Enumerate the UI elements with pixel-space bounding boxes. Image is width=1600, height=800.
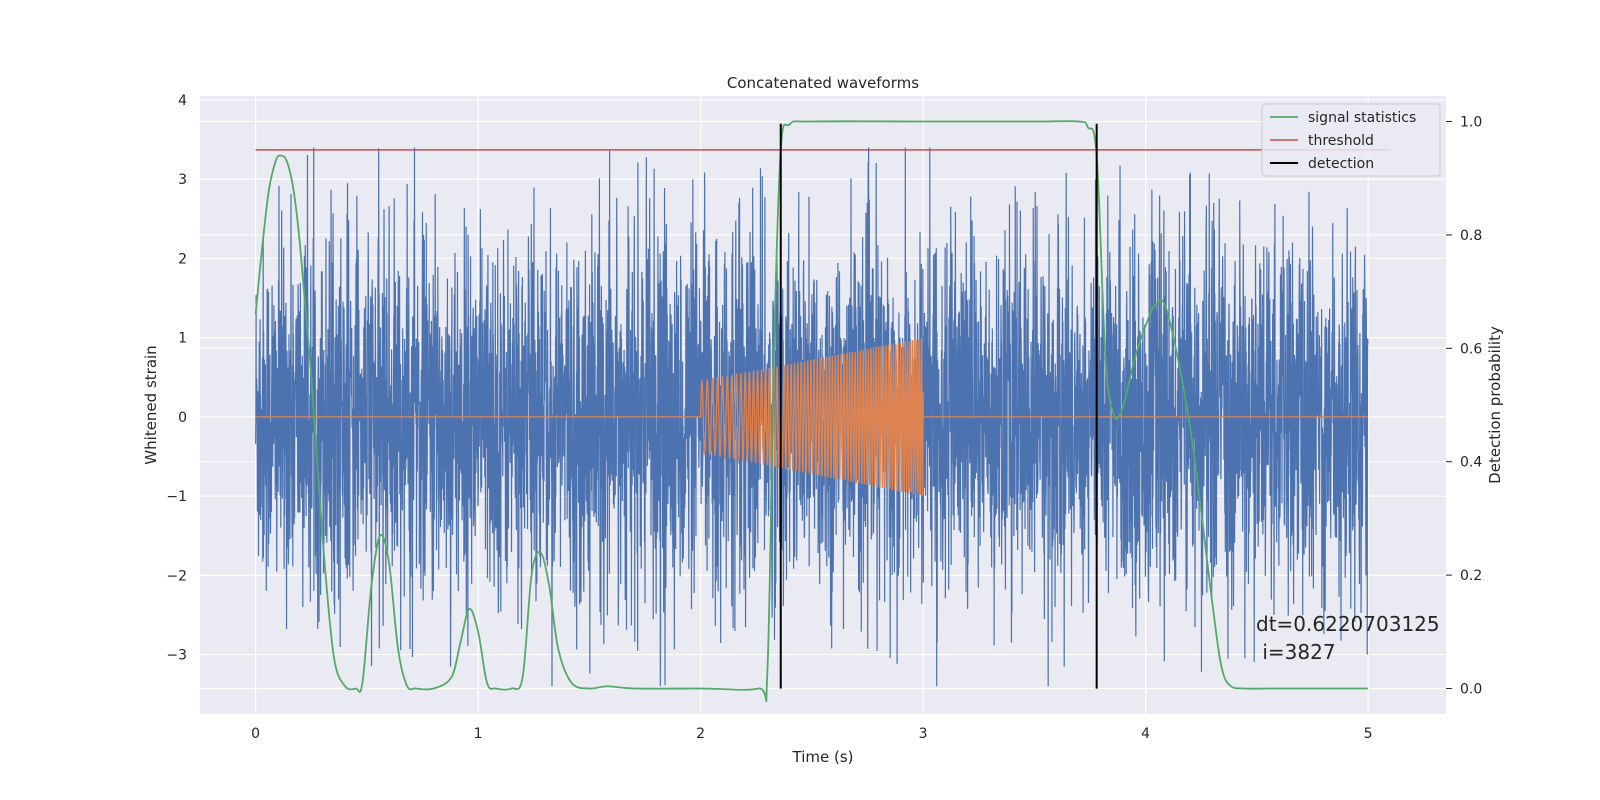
signal-statistics-line	[254, 120, 1369, 702]
y2-axis-label: Detection probability	[1486, 326, 1504, 484]
strain-noise-line	[255, 147, 1369, 687]
y-tick-label: 4	[178, 93, 187, 109]
annotation-i: i=3827	[1256, 640, 1336, 664]
legend-label: signal statistics	[1308, 110, 1416, 126]
y-tick-label: 2	[178, 251, 187, 267]
x-tick-label: 5	[1364, 726, 1373, 742]
legend-label: detection	[1308, 156, 1374, 172]
injected-waveform-line	[255, 338, 1369, 496]
y-tick-label: 1	[178, 331, 187, 347]
y2-tick-label: 0.8	[1460, 228, 1482, 244]
x-tick-label: 1	[474, 726, 483, 742]
y-tick-label: 3	[178, 172, 187, 188]
x-tick-label: 2	[696, 726, 705, 742]
series-layer	[254, 120, 1391, 702]
x-tick-label: 3	[919, 726, 928, 742]
legend: signal statistics threshold detection	[1261, 103, 1441, 177]
x-axis-label: Time (s)	[792, 748, 854, 766]
y2-tick-label: 0.6	[1460, 341, 1482, 357]
annotation-dt: dt=0.6220703125	[1256, 612, 1440, 636]
chart-title: Concatenated waveforms	[727, 74, 919, 92]
x-tick-label: 0	[251, 726, 260, 742]
y-tick-label: 0	[178, 410, 187, 426]
y2-tick-label: 0.0	[1460, 681, 1482, 697]
y-axis-label: Whitened strain	[142, 345, 160, 464]
y2-tick-label: 1.0	[1460, 115, 1482, 131]
legend-box	[1261, 103, 1441, 177]
ticks: 0 1 2 3 4 5 −3 −2 −1 0 1 2 3 4 0.0 0.2 0.4 0.6 0.8 1.0	[166, 93, 1482, 742]
y-tick-label: −1	[166, 489, 187, 505]
x-tick-label: 4	[1141, 726, 1150, 742]
legend-label: threshold	[1308, 133, 1374, 149]
y2-tick-label: 0.2	[1460, 568, 1482, 584]
y-tick-label: −2	[166, 568, 187, 584]
y-tick-label: −3	[166, 648, 187, 664]
y2-tick-label: 0.4	[1460, 455, 1482, 471]
